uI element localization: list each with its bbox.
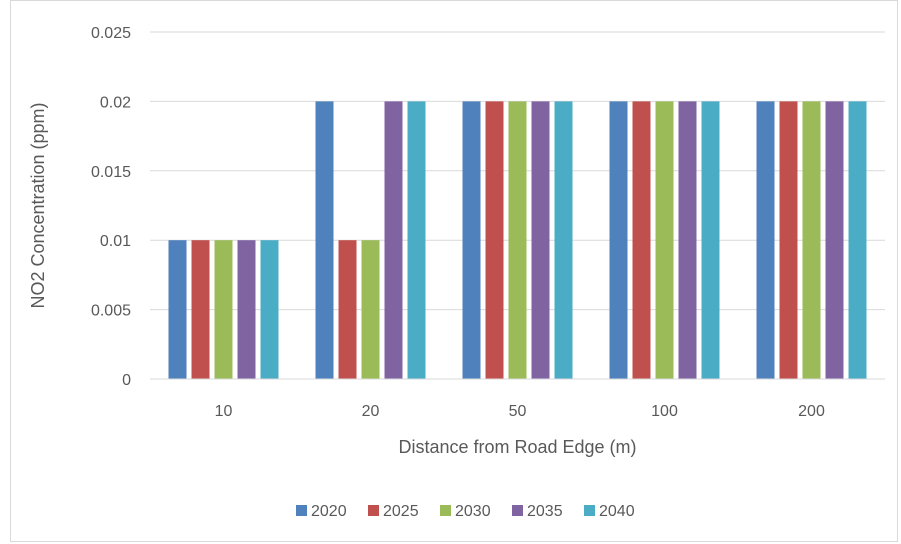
y-tick-label: 0.015 (91, 164, 131, 181)
y-tick-label: 0.005 (91, 303, 131, 320)
legend-swatch-2030 (440, 505, 451, 516)
bar-2040-50 (554, 101, 573, 380)
x-axis-title: Distance from Road Edge (m) (398, 437, 636, 457)
legend-swatch-2040 (584, 505, 595, 516)
y-tick-label: 0.02 (100, 94, 131, 111)
bar-2040-10 (260, 240, 279, 379)
y-axis-title: NO2 Concentration (ppm) (28, 102, 48, 308)
bar-2020-10 (168, 240, 187, 379)
bar-2030-50 (508, 101, 527, 380)
bar-2035-20 (384, 101, 403, 380)
bar-2035-200 (825, 101, 844, 380)
x-axis-ticks: 10 20 50 100 200 (215, 403, 825, 420)
bar-2025-10 (191, 240, 210, 379)
x-tick-label: 100 (651, 403, 678, 420)
legend-swatch-2020 (296, 505, 307, 516)
legend-swatch-2035 (512, 505, 523, 516)
bar-2030-100 (655, 101, 674, 380)
x-tick-label: 10 (215, 403, 233, 420)
bar-2035-10 (237, 240, 256, 379)
bars (168, 101, 867, 380)
legend-label-2040: 2040 (599, 503, 635, 520)
bar-2040-100 (701, 101, 720, 380)
bar-2035-50 (531, 101, 550, 380)
y-tick-label: 0.025 (91, 25, 131, 42)
bar-2020-200 (756, 101, 775, 380)
legend-label-2025: 2025 (383, 503, 419, 520)
bar-2025-100 (632, 101, 651, 380)
bar-2040-20 (407, 101, 426, 380)
bar-2025-50 (485, 101, 504, 380)
bar-2030-200 (802, 101, 821, 380)
bar-2035-100 (678, 101, 697, 380)
x-tick-label: 50 (509, 403, 527, 420)
y-axis-ticks: 0 0.005 0.01 0.015 0.02 0.025 (91, 25, 131, 389)
bar-2025-200 (779, 101, 798, 380)
legend-label-2030: 2030 (455, 503, 491, 520)
x-tick-label: 200 (798, 403, 825, 420)
x-tick-label: 20 (362, 403, 380, 420)
y-tick-label: 0.01 (100, 233, 131, 250)
bar-2025-20 (338, 240, 357, 379)
legend-swatch-2025 (368, 505, 379, 516)
legend-label-2020: 2020 (311, 503, 347, 520)
legend: 2020 2025 2030 2035 2040 (296, 503, 635, 520)
bar-2030-20 (361, 240, 380, 379)
bar-2020-20 (315, 101, 334, 380)
bar-2030-10 (214, 240, 233, 379)
legend-label-2035: 2035 (527, 503, 563, 520)
chart-area (10, 0, 898, 542)
bar-2020-50 (462, 101, 481, 380)
y-tick-label: 0 (122, 372, 131, 389)
bar-2040-200 (848, 101, 867, 380)
bar-2020-100 (609, 101, 628, 380)
